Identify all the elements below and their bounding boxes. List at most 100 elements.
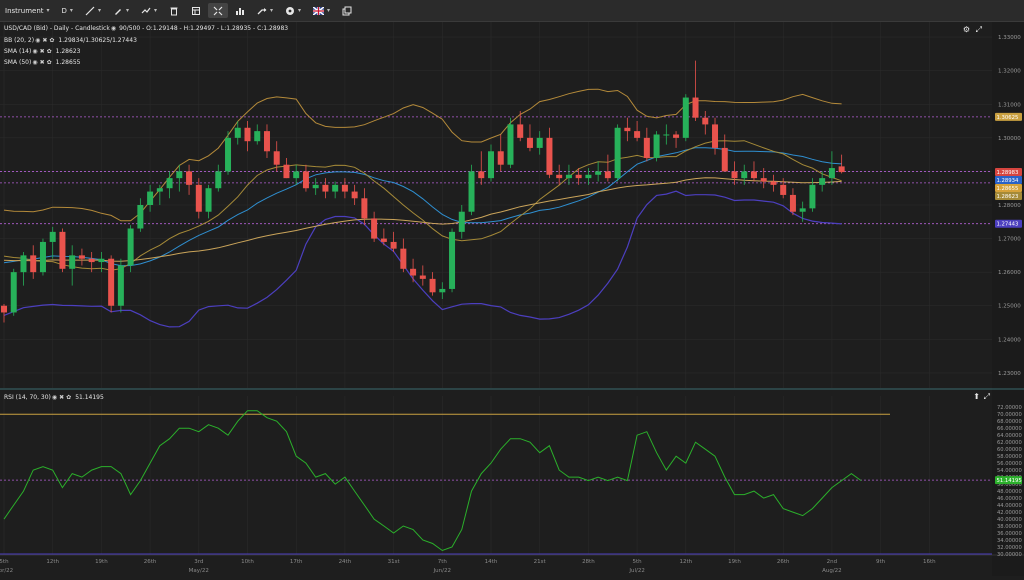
candle[interactable] xyxy=(682,94,689,142)
move-panel-up-icon[interactable]: ⬆ xyxy=(973,392,980,401)
candle[interactable] xyxy=(400,238,407,273)
candle[interactable] xyxy=(702,110,709,135)
candle[interactable] xyxy=(341,178,348,199)
candle[interactable] xyxy=(215,164,222,192)
candle[interactable] xyxy=(507,117,514,169)
candle[interactable] xyxy=(371,211,378,242)
candle[interactable] xyxy=(819,171,826,192)
candle[interactable] xyxy=(390,231,397,253)
candle[interactable] xyxy=(663,124,670,145)
candle[interactable] xyxy=(312,178,319,195)
candle[interactable] xyxy=(166,171,173,199)
chart-canvas[interactable]: 1.330001.320001.310001.300001.290001.280… xyxy=(0,22,1024,576)
window-button[interactable] xyxy=(337,3,357,18)
candle[interactable] xyxy=(439,282,446,300)
close-icon[interactable]: ✖ xyxy=(39,59,45,66)
candle[interactable] xyxy=(273,141,280,172)
candle[interactable] xyxy=(361,188,368,226)
maximize-rsi-panel-icon[interactable]: ⤢ xyxy=(983,392,990,401)
candle[interactable] xyxy=(799,201,806,222)
gear-icon[interactable]: ✿ xyxy=(46,48,52,55)
candle[interactable] xyxy=(488,144,494,182)
candle[interactable] xyxy=(176,164,183,192)
candle[interactable] xyxy=(653,131,660,162)
candle[interactable] xyxy=(731,161,738,185)
language-menu[interactable]: ▾ xyxy=(308,3,335,18)
candle[interactable] xyxy=(98,252,105,273)
candle[interactable] xyxy=(49,226,56,259)
settings-gear-icon[interactable]: ⚙ xyxy=(962,25,970,34)
candle[interactable] xyxy=(322,178,329,199)
candle[interactable] xyxy=(1,304,7,323)
candle[interactable] xyxy=(760,168,767,189)
candle[interactable] xyxy=(147,184,154,212)
maximize-price-panel-icon[interactable]: ⤢ xyxy=(975,25,982,34)
candle[interactable] xyxy=(741,164,748,185)
candle[interactable] xyxy=(39,238,46,276)
candle[interactable] xyxy=(828,151,835,185)
candle[interactable] xyxy=(137,198,144,232)
candle[interactable] xyxy=(556,164,563,185)
candle[interactable] xyxy=(712,117,719,155)
candle[interactable] xyxy=(565,164,572,185)
candle[interactable] xyxy=(449,228,456,293)
indicators-button[interactable] xyxy=(230,3,250,18)
crosshair-button[interactable] xyxy=(207,3,228,18)
candle[interactable] xyxy=(478,151,485,185)
candle[interactable] xyxy=(692,60,699,122)
chart-type-button[interactable]: ▾ xyxy=(252,3,278,18)
settings-button[interactable]: ▾ xyxy=(280,3,306,18)
candle[interactable] xyxy=(108,255,115,313)
candle[interactable] xyxy=(585,168,592,185)
fibonacci-tool-button[interactable]: ▾ xyxy=(136,3,162,18)
candle[interactable] xyxy=(351,184,358,205)
candle[interactable] xyxy=(380,228,387,246)
timeframe-menu[interactable]: D ▾ xyxy=(57,3,78,18)
candle[interactable] xyxy=(497,134,504,172)
candle[interactable] xyxy=(750,161,757,182)
eye-icon[interactable]: ◉ xyxy=(32,48,38,55)
candle[interactable] xyxy=(10,268,17,316)
candle[interactable] xyxy=(263,124,270,158)
candle[interactable] xyxy=(205,184,212,219)
candle[interactable] xyxy=(673,131,680,148)
candle[interactable] xyxy=(809,178,816,212)
candle[interactable] xyxy=(614,124,621,182)
candle[interactable] xyxy=(575,168,582,185)
candle[interactable] xyxy=(838,154,845,174)
candle[interactable] xyxy=(20,252,27,286)
gear-icon[interactable]: ✿ xyxy=(66,394,72,401)
pen-tool-button[interactable]: ▾ xyxy=(108,3,134,18)
candle[interactable] xyxy=(302,164,309,192)
candle[interactable] xyxy=(721,134,728,172)
candle[interactable] xyxy=(410,258,417,283)
candle[interactable] xyxy=(526,124,533,152)
eye-icon[interactable]: ◉ xyxy=(51,394,58,401)
instrument-menu[interactable]: Instrument ▾ xyxy=(0,3,55,18)
chart-area[interactable]: 1.330001.320001.310001.300001.290001.280… xyxy=(0,22,1024,576)
candle[interactable] xyxy=(634,121,641,142)
candle[interactable] xyxy=(468,164,475,216)
close-icon[interactable]: ✖ xyxy=(39,48,45,55)
candle[interactable] xyxy=(117,258,124,313)
trash-button[interactable] xyxy=(164,3,184,18)
gear-icon[interactable]: ✿ xyxy=(49,37,55,44)
candle[interactable] xyxy=(458,205,465,239)
candle[interactable] xyxy=(536,131,543,155)
candle[interactable] xyxy=(156,184,163,205)
candle[interactable] xyxy=(770,174,777,192)
candle[interactable] xyxy=(419,265,426,286)
candle[interactable] xyxy=(195,178,202,219)
candle[interactable] xyxy=(429,272,436,296)
candle[interactable] xyxy=(283,157,290,179)
candle[interactable] xyxy=(789,188,796,216)
eye-icon[interactable]: ◉ xyxy=(110,25,117,32)
candle[interactable] xyxy=(595,161,602,182)
candle[interactable] xyxy=(59,228,66,273)
candle[interactable] xyxy=(293,164,300,185)
candle[interactable] xyxy=(604,154,611,182)
candle[interactable] xyxy=(624,117,631,142)
candle[interactable] xyxy=(780,178,787,199)
line-tool-button[interactable]: ▾ xyxy=(80,3,106,18)
gear-icon[interactable]: ✿ xyxy=(46,59,52,66)
